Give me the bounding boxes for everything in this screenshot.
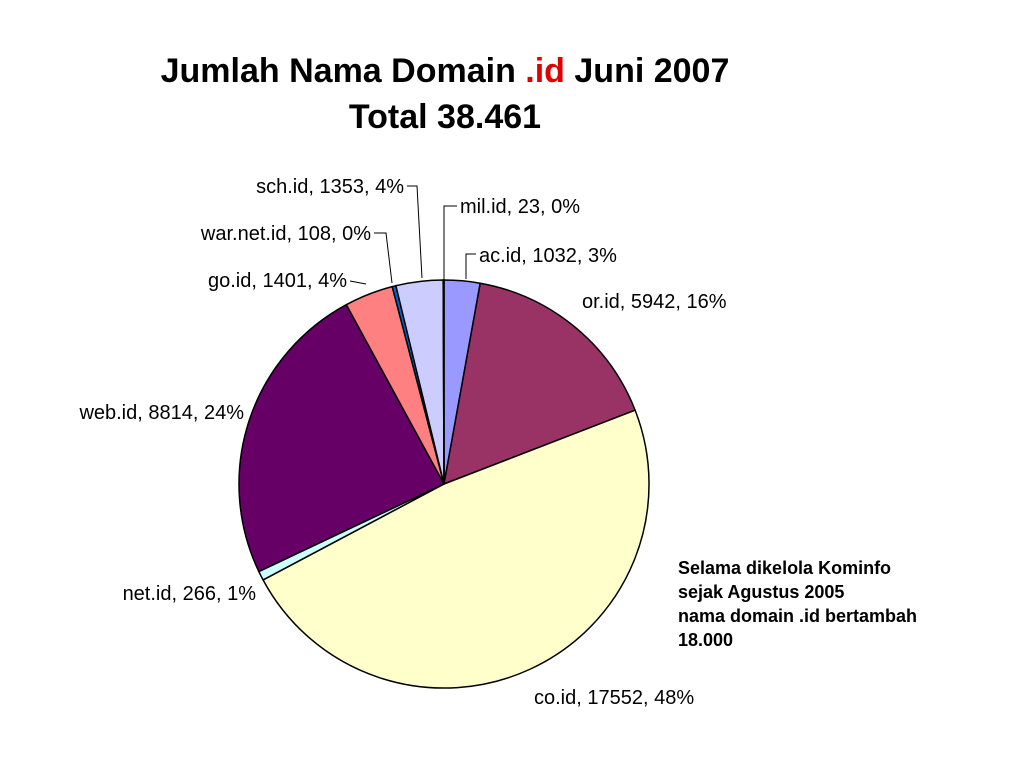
slice-mil-id [442,279,445,485]
leader-lines [349,185,476,285]
slice-web-id [238,303,445,573]
leader-sch-id [407,185,423,279]
title-accent: .id [525,52,565,90]
leader-mil-id [443,205,457,280]
leader-war-net-id [374,232,393,284]
note-line-3: nama domain .id bertambah [678,606,918,626]
label-sch-id: sch.id, 1353, 4% [256,176,404,198]
label-ac-id: ac.id, 1032, 3% [479,245,617,267]
chart-title: Jumlah Nama Domain .id Juni 2007 Total 3… [0,48,890,140]
title-line: Jumlah Nama Domain .id Juni 2007 [0,48,890,94]
slice-co-id [262,409,650,689]
label-war-net-id: war.net.id, 108, 0% [200,223,371,245]
label-go-id: go.id, 1401, 4% [208,270,347,292]
note-line-2: sejak Agustus 2005 [678,582,845,602]
label-mil-id: mil.id, 23, 0% [460,196,580,218]
label-net-id: net.id, 266, 1% [123,583,257,605]
note-line-4: 18.000 [678,630,734,650]
note-line-1: Selama dikelola Kominfo [678,558,892,578]
leader-ac-id [465,253,476,279]
leader-go-id [349,280,367,285]
title-text-after: Juni 2007 [564,52,730,90]
label-web-id: web.id, 8814, 24% [78,402,244,424]
chart-subtitle: Total 38.461 [348,98,542,136]
slice-or-id [443,282,636,485]
slice-labels: ac.id, 1032, 3% or.id, 5942, 16% co.id, 17… [78,176,726,709]
label-co-id: co.id, 17552, 48% [534,687,694,709]
title-text-before: Jumlah Nama Domain [160,52,526,90]
pie-slices [238,279,650,689]
annotation-note: Selama dikelola Kominfo sejak Agustus 20… [678,556,917,652]
label-or-id: or.id, 5942, 16% [582,291,727,313]
